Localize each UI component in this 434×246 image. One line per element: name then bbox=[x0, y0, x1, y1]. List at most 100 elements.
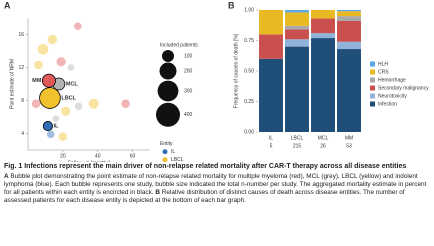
legend-swatch bbox=[370, 93, 375, 99]
caption-panel-label: B bbox=[155, 189, 160, 196]
bubble-label: IL bbox=[54, 124, 60, 130]
panel-label: B bbox=[228, 0, 235, 10]
legend-label: Neurotoxicity bbox=[378, 93, 407, 99]
count-label: 215 bbox=[293, 143, 302, 149]
legend-label: Hemorrhage bbox=[378, 77, 406, 83]
legend-swatch bbox=[370, 69, 375, 75]
bar-segment bbox=[285, 29, 309, 40]
x-tick-label: 40 bbox=[95, 153, 101, 159]
bubble bbox=[31, 99, 41, 109]
figure: A B 20 40 60 4 8 12 16 Follow-up [months] Point … bbox=[4, 0, 429, 162]
bubble bbox=[52, 115, 60, 122]
caption-title: Fig. 1 Infections represent the main dri… bbox=[4, 163, 407, 170]
y-tick-label: 0.75 bbox=[244, 38, 254, 44]
bar-segment bbox=[285, 10, 309, 13]
legend-title: Included patients bbox=[160, 42, 198, 48]
bar-segment bbox=[285, 25, 309, 30]
bubble bbox=[58, 132, 68, 142]
aggregate-bubble bbox=[39, 87, 61, 109]
caption-body: A Bubble plot demonstrating the point es… bbox=[4, 173, 430, 206]
y-tick-label: 0.00 bbox=[244, 129, 254, 135]
count-label: 5 bbox=[270, 143, 273, 149]
legend-label: CRS bbox=[378, 69, 389, 75]
legend-label: 100 bbox=[184, 53, 193, 59]
y-tick-label: 1.00 bbox=[244, 7, 254, 13]
bar-segment bbox=[311, 18, 335, 34]
y-axis-title: Point estimate of NRM bbox=[9, 59, 15, 109]
y-tick-label: 0.25 bbox=[244, 99, 254, 105]
legend-title: Entity bbox=[160, 141, 173, 147]
legend-label: LBCL bbox=[171, 157, 184, 162]
y-tick-label: 4 bbox=[21, 131, 24, 137]
bar-segment bbox=[337, 11, 361, 17]
legend-bubble bbox=[157, 80, 179, 102]
legend-swatch bbox=[370, 101, 375, 107]
legend-label: 300 bbox=[184, 88, 193, 94]
legend-label: 400 bbox=[184, 112, 193, 118]
bubble-label: LBCL bbox=[61, 95, 76, 101]
legend-marker bbox=[162, 149, 168, 155]
bubble bbox=[34, 60, 43, 70]
bar-segment bbox=[285, 12, 309, 26]
x-tick-label: MM bbox=[345, 135, 353, 141]
x-tick-label: 60 bbox=[130, 153, 136, 159]
legend-label: IL bbox=[171, 149, 175, 155]
bubble bbox=[121, 99, 130, 109]
y-axis-title: Frequency of causes of death [%] bbox=[233, 33, 239, 108]
bar-segment bbox=[311, 38, 335, 133]
bar-segment bbox=[337, 16, 361, 21]
x-axis-title: Follow-up [months] bbox=[68, 160, 111, 162]
caption: Fig. 1 Infections represent the main dri… bbox=[4, 163, 430, 205]
legend-label: 200 bbox=[184, 68, 193, 74]
aggregate-bubble bbox=[41, 73, 56, 88]
count-label: 53 bbox=[346, 143, 352, 149]
x-tick-label: MCL bbox=[318, 135, 329, 141]
bubble bbox=[74, 22, 82, 31]
caption-text: Relative distribution of distinct causes… bbox=[4, 189, 405, 205]
bar-segment bbox=[259, 10, 283, 35]
bubble bbox=[67, 64, 75, 71]
legend-bubble bbox=[162, 50, 174, 62]
bubble-label: MCL bbox=[66, 81, 79, 87]
y-tick-label: 0.50 bbox=[244, 68, 254, 74]
legend-marker bbox=[162, 157, 168, 162]
panel-label: A bbox=[4, 0, 11, 10]
legend-swatch bbox=[370, 77, 375, 83]
bar-segment bbox=[337, 41, 361, 50]
count-label: 26 bbox=[320, 143, 326, 149]
legend-swatch bbox=[370, 85, 375, 91]
bubble bbox=[47, 34, 58, 45]
bubble bbox=[37, 43, 49, 55]
legend-label: HLH bbox=[378, 61, 388, 67]
bar-segment bbox=[259, 34, 283, 59]
legend-bubble bbox=[159, 62, 177, 80]
bubble bbox=[46, 130, 55, 139]
bar-segment bbox=[285, 46, 309, 132]
caption-panel-label: A bbox=[4, 172, 9, 180]
y-tick-label: 16 bbox=[18, 32, 24, 38]
bar-segment bbox=[337, 20, 361, 42]
bubble bbox=[74, 102, 83, 111]
bubble bbox=[56, 57, 66, 67]
x-tick-label: LBCL bbox=[291, 135, 304, 141]
bar-segment bbox=[259, 58, 283, 132]
legend-label: Secondary malignancy bbox=[378, 85, 429, 91]
x-tick-label: 20 bbox=[60, 153, 66, 159]
x-tick-label: IL bbox=[269, 135, 273, 141]
bubble bbox=[88, 98, 99, 109]
aggregate-bubble bbox=[42, 121, 53, 132]
bubble-label: MM bbox=[32, 78, 42, 84]
bar-segment bbox=[337, 10, 361, 12]
y-tick-label: 12 bbox=[18, 65, 24, 71]
legend-label: Infection bbox=[378, 101, 397, 107]
bar-segment bbox=[311, 10, 335, 19]
bar-segment bbox=[337, 49, 361, 132]
y-tick-label: 8 bbox=[21, 98, 24, 104]
bubble bbox=[61, 106, 71, 116]
bar-segment bbox=[285, 39, 309, 47]
legend-swatch bbox=[370, 61, 375, 67]
caption-text: Bubble plot demonstrating the point esti… bbox=[4, 172, 427, 196]
bar-segment bbox=[311, 33, 335, 39]
legend-bubble bbox=[156, 102, 180, 127]
